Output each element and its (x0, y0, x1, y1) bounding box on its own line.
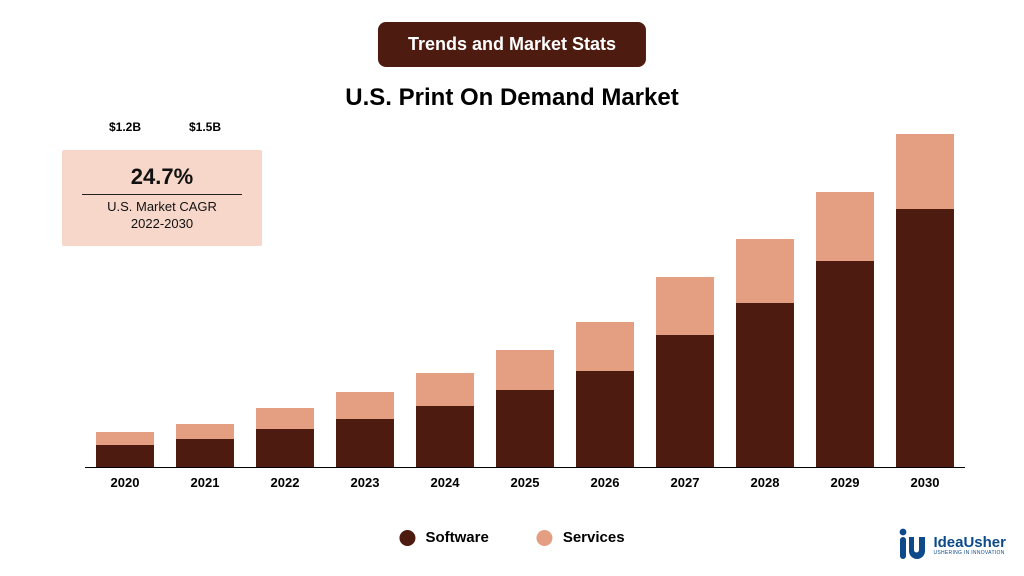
brand-tagline: USHERING IN INNOVATION (933, 551, 1006, 556)
bar-slot (725, 120, 805, 467)
bar-value-label: $1.5B (189, 120, 221, 418)
bar-chart-bars: $1.2B $1.5B (85, 120, 965, 468)
bar-segment-software (336, 419, 394, 467)
bar-segment-software (256, 429, 314, 467)
bar-slot (325, 120, 405, 467)
legend-swatch-icon (537, 530, 553, 546)
x-axis-label: 2024 (405, 475, 485, 490)
bar-slot (645, 120, 725, 467)
bar-slot: $1.5B (165, 120, 245, 467)
bar-segment-software (896, 209, 954, 467)
bar-segment-services (816, 192, 874, 262)
bar-slot (485, 120, 565, 467)
bar-slot (565, 120, 645, 467)
bar-segment-software (656, 335, 714, 467)
bar-segment-services (416, 373, 474, 406)
bar-segment-software (416, 406, 474, 467)
bar-chart: $1.2B$1.5B 20202021202220232024202520262… (85, 120, 965, 490)
bar-segment-software (496, 390, 554, 467)
bar-slot (885, 120, 965, 467)
x-axis-label: 2021 (165, 475, 245, 490)
x-axis-label: 2029 (805, 475, 885, 490)
subtitle: U.S. Print On Demand Market (345, 84, 678, 112)
bar-segment-software (736, 303, 794, 467)
brand-glyph-icon (897, 528, 927, 562)
title-pill-text: Trends and Market Stats (408, 34, 616, 54)
bar-slot (405, 120, 485, 467)
brand-text: IdeaUsher USHERING IN INNOVATION (933, 535, 1006, 556)
title-pill: Trends and Market Stats (378, 22, 646, 67)
brand-name-1: Idea (933, 534, 963, 551)
bar-segment-software (96, 445, 154, 467)
legend-item: Software (399, 529, 488, 546)
bar-segment-services (256, 408, 314, 430)
legend-item: Services (537, 529, 625, 546)
bar-chart-xlabels: 2020202120222023202420252026202720282029… (85, 475, 965, 490)
bar-slot (805, 120, 885, 467)
x-axis-label: 2025 (485, 475, 565, 490)
bar-segment-services (656, 277, 714, 335)
bar-segment-services (96, 432, 154, 445)
brand-name-2: Usher (963, 534, 1006, 551)
x-axis-label: 2027 (645, 475, 725, 490)
bar-segment-services (496, 350, 554, 391)
legend: Software Services (399, 529, 624, 546)
bar-segment-software (816, 261, 874, 467)
bar-segment-services (896, 134, 954, 209)
brand-logo: IdeaUsher USHERING IN INNOVATION (897, 528, 1006, 562)
x-axis-label: 2020 (85, 475, 165, 490)
bar-segment-services (736, 239, 794, 303)
bar-segment-software (176, 439, 234, 467)
x-axis-label: 2030 (885, 475, 965, 490)
x-axis-label: 2023 (325, 475, 405, 490)
x-axis-label: 2022 (245, 475, 325, 490)
bar-segment-software (576, 371, 634, 467)
x-axis-label: 2026 (565, 475, 645, 490)
bar-value-label: $1.2B (109, 120, 141, 426)
legend-swatch-icon (399, 530, 415, 546)
bar-segment-services (576, 322, 634, 371)
bar-slot: $1.2B (85, 120, 165, 467)
x-axis-label: 2028 (725, 475, 805, 490)
bar-segment-services (176, 424, 234, 440)
bar-slot (245, 120, 325, 467)
bar-segment-services (336, 392, 394, 420)
infographic-canvas: Trends and Market Stats U.S. Print On De… (0, 0, 1024, 576)
legend-label: Services (563, 529, 625, 546)
legend-label: Software (425, 529, 488, 546)
